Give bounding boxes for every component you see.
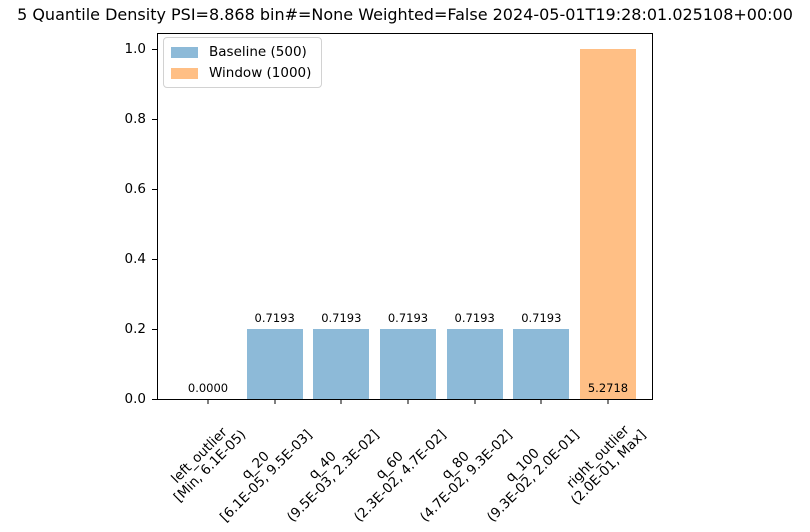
legend-item: Window (1000)	[171, 65, 311, 81]
y-tick-label: 1.0	[124, 41, 146, 57]
x-tick	[207, 399, 209, 404]
bar-q_100	[513, 329, 570, 399]
bar-value-label: 0.0000	[187, 381, 229, 395]
legend-item: Baseline (500)	[171, 44, 311, 60]
bar-q_20	[246, 329, 303, 399]
bar-value-label: 0.7193	[254, 311, 295, 325]
x-tick	[407, 399, 409, 404]
chart-title: 5 Quantile Density PSI=8.868 bin#=None W…	[17, 5, 793, 24]
y-tick	[152, 399, 157, 400]
x-tick	[540, 399, 542, 404]
bar-value-label: 0.7193	[521, 311, 562, 325]
x-tick	[607, 399, 609, 404]
bar-q_60	[379, 329, 436, 399]
y-tick	[152, 119, 157, 120]
x-tick	[274, 399, 276, 404]
bar-value-label: 5.2718	[587, 381, 629, 395]
legend: Baseline (500) Window (1000)	[163, 37, 323, 88]
y-tick-label: 0.4	[124, 251, 146, 267]
bar-q_40	[313, 329, 370, 399]
y-tick	[152, 189, 157, 190]
legend-swatch	[171, 67, 198, 79]
y-tick-label: 0.6	[124, 181, 146, 197]
y-tick	[152, 259, 157, 260]
x-tick	[340, 399, 342, 404]
x-tick	[474, 399, 476, 404]
legend-swatch	[171, 46, 198, 58]
y-tick-label: 0.0	[124, 391, 146, 407]
y-tick	[152, 329, 157, 330]
bar-value-label: 0.7193	[321, 311, 362, 325]
bar-value-label: 0.7193	[454, 311, 495, 325]
y-tick	[152, 49, 157, 50]
bar-q_80	[446, 329, 503, 399]
y-tick-label: 0.8	[124, 111, 146, 127]
plot-area: Baseline (500) Window (1000) 0.0 0.2 0.4 0.6…	[125, 33, 653, 525]
bar-right_outlier	[579, 49, 636, 399]
bar-value-label: 0.7193	[387, 311, 429, 325]
legend-label: Baseline (500)	[209, 44, 307, 60]
y-tick-label: 0.2	[124, 321, 146, 337]
legend-label: Window (1000)	[209, 65, 312, 81]
